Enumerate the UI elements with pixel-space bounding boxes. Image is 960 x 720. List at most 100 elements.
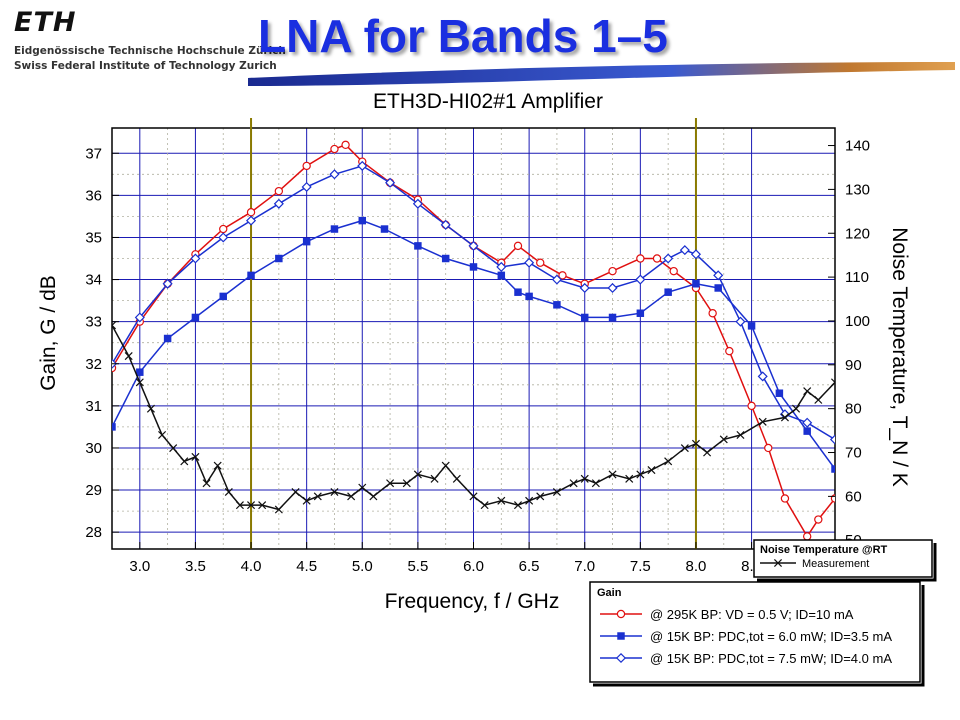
y2-tick-label: 60 [845, 488, 862, 505]
series-point [380, 225, 389, 233]
series-point [647, 466, 656, 475]
series-point [569, 479, 578, 488]
series-point [802, 417, 813, 428]
series-point [358, 483, 367, 492]
series-point [514, 288, 522, 296]
tick-labels: 3.0 3.5 4.0 4.5 5.0 5.5 6.0 6.5 7.0 7.5 8.0 8.52829… [85, 138, 870, 575]
series-point [469, 263, 478, 271]
y2-tick-label: 100 [845, 313, 870, 330]
series-point [803, 427, 811, 435]
series-point [124, 352, 133, 361]
series-point [441, 254, 450, 263]
slide-title: LNA for Bands 1–5 [258, 10, 668, 62]
legend-label: @ 15K BP: PDC,tot = 6.0 mW; ID=3.5 mA [650, 629, 892, 644]
series-point [616, 609, 626, 619]
y2-tick-label: 120 [845, 225, 870, 242]
series-circle [112, 140, 835, 541]
series-point [669, 266, 678, 276]
series-point [413, 470, 422, 479]
series-point [608, 470, 617, 479]
series-point [135, 378, 144, 387]
series-point [313, 492, 322, 501]
series-point [452, 474, 461, 483]
series-point [719, 435, 728, 444]
title-swoosh-decoration [248, 62, 955, 86]
series-point [497, 496, 506, 505]
series-point [580, 313, 589, 322]
series-point [580, 474, 589, 483]
series-point [274, 505, 283, 514]
series-point [440, 219, 451, 230]
y-tick-label: 33 [85, 314, 102, 331]
series-point [525, 292, 533, 301]
x-tick-label: 3.0 [129, 558, 150, 575]
x-tick-label: 5.5 [407, 558, 428, 575]
series-point [414, 242, 422, 250]
series-point [814, 395, 823, 404]
series-point [245, 215, 257, 226]
series-point [636, 254, 645, 263]
series-point [146, 404, 155, 413]
legend-label: @ 295K BP: VD = 0.5 V; ID=10 mA [650, 607, 854, 622]
series-point [330, 144, 339, 154]
series-point [330, 487, 339, 497]
y-tick-label: 31 [85, 398, 102, 415]
legend-label: Measurement [802, 558, 869, 570]
x-tick-label: 5.0 [352, 558, 373, 575]
series-point [496, 261, 507, 272]
series-point [169, 444, 178, 453]
institution-name-german: Eidgenössische Technische Hochschule Zür… [14, 45, 286, 57]
x-tick-label: 3.5 [185, 558, 206, 575]
series-point [579, 282, 590, 294]
x-tick-label: 6.0 [463, 558, 484, 575]
y2-tick-label: 80 [845, 401, 862, 418]
series-point [162, 278, 173, 289]
series-point [747, 401, 756, 411]
series-point [692, 280, 700, 288]
series-point [301, 181, 312, 192]
series-point [758, 417, 767, 426]
series-point [369, 492, 378, 501]
series-point [764, 443, 773, 453]
series-point [246, 207, 256, 217]
series-point [664, 288, 672, 296]
series-point [736, 430, 745, 440]
series-point [636, 309, 645, 317]
series-point [680, 444, 689, 453]
series-point [757, 371, 768, 382]
series-point [430, 474, 439, 483]
series-point [180, 457, 189, 466]
band-marker-lines [250, 118, 697, 549]
series-point [803, 387, 812, 396]
series-point [802, 532, 812, 541]
y-tick-label: 30 [85, 440, 102, 457]
x-tick-label: 8.0 [686, 558, 707, 575]
institution-name-english: Swiss Federal Institute of Technology Zu… [14, 60, 277, 72]
series-point [302, 496, 311, 505]
series-point [218, 232, 229, 243]
y-tick-label: 32 [85, 356, 102, 373]
x-tick-label: 6.5 [519, 558, 540, 575]
x-tick-label: 7.5 [630, 558, 651, 575]
series-point [213, 461, 222, 470]
series-point [191, 313, 200, 322]
series-point [608, 313, 617, 322]
series-point [136, 368, 144, 376]
series-point [202, 479, 211, 488]
y-axis-label: Gain, G / dB [37, 275, 60, 391]
eth-logo-wordmark: ETH [14, 7, 77, 38]
series-point [780, 494, 790, 503]
series-point [158, 430, 167, 440]
series-point [219, 224, 228, 234]
series-point [163, 334, 172, 343]
series-line [112, 219, 835, 470]
y-tick-label: 35 [85, 229, 102, 246]
y2-tick-label: 130 [845, 181, 870, 198]
series-point [690, 249, 702, 260]
series-point [608, 266, 617, 276]
plot-grid [112, 128, 835, 549]
series-point [635, 274, 646, 285]
series-point [713, 270, 724, 281]
series-point [551, 274, 562, 285]
